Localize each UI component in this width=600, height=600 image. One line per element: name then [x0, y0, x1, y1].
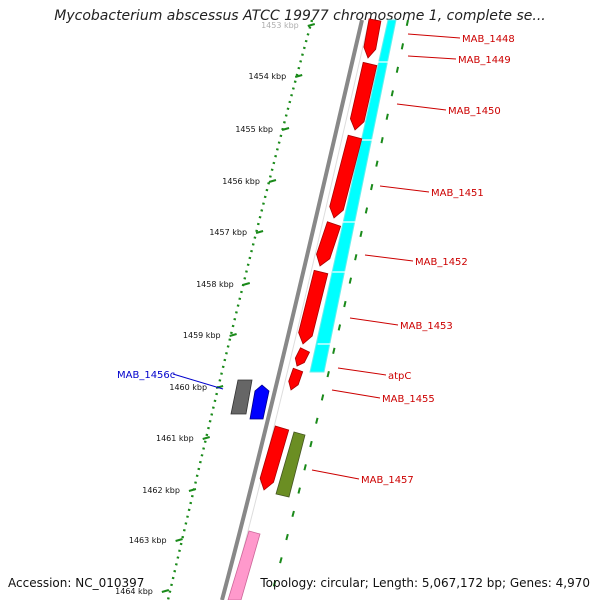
leader-line-mab-1450: [396, 103, 447, 111]
scale-tick-label: 1456 kbp: [222, 177, 260, 186]
gene-arrow-atpc[interactable]: [294, 347, 311, 367]
scale-tick-label: 1462 kbp: [142, 486, 180, 495]
scale-tick: [242, 282, 251, 286]
scale-tick: [255, 230, 264, 234]
gene-label-mab-1450[interactable]: MAB_1450: [448, 106, 501, 117]
scale-tick-label: 1464 kbp: [115, 587, 153, 596]
leader-line-mab-1451: [379, 185, 430, 193]
scale-tick: [268, 179, 277, 183]
gene-arrow-olive[interactable]: [275, 431, 306, 498]
gene-arrow-mab-1448[interactable]: [363, 18, 382, 59]
scale-tick-label: 1453 kbp: [261, 21, 299, 30]
scale-tick-label: 1461 kbp: [156, 434, 194, 443]
scale-tick-label: 1460 kbp: [169, 383, 207, 392]
gene-label-mab-1457[interactable]: MAB_1457: [361, 475, 414, 486]
gene-label-mab-1448[interactable]: MAB_1448: [462, 34, 515, 45]
scale-dotted-line: [166, 19, 314, 600]
scale-tick: [202, 436, 210, 440]
gene-label-atpc[interactable]: atpC: [388, 371, 411, 382]
scale-tick-label: 1457 kbp: [209, 228, 247, 237]
leader-line-mab-1455: [331, 389, 381, 399]
leader-line-mab-1452: [364, 254, 414, 262]
cds-track: [309, 19, 397, 373]
gene-arrow-mab-1449[interactable]: [349, 61, 378, 131]
map-title: Mycobacterium abscessus ATCC 19977 chrom…: [54, 8, 546, 24]
scale-tick-label: 1455 kbp: [235, 125, 273, 134]
scale-tick-label: 1463 kbp: [129, 536, 167, 545]
leader-line-mab-1449: [407, 55, 457, 60]
scale-tick: [281, 127, 290, 131]
gene-arrow-mab-1455[interactable]: [288, 367, 304, 391]
scale-tick: [175, 538, 183, 542]
gene-label-mab-1449[interactable]: MAB_1449: [458, 55, 511, 66]
gene-arrow-mab-1452[interactable]: [298, 269, 329, 345]
gene-label-mab-1456c[interactable]: MAB_1456c: [117, 370, 175, 381]
gene-labels: MAB_1448 MAB_1449 MAB_1450 MAB_1451 MAB_1452…: [117, 33, 515, 486]
scale-tick-label: 1459 kbp: [183, 331, 221, 340]
genome-backbone-edge: [229, 19, 370, 600]
accession-text: Accession: NC_010397: [8, 576, 145, 590]
genome-backbone: [220, 19, 364, 600]
scale-tick-label: 1458 kbp: [196, 280, 234, 289]
leader-line-mab-1456c: [172, 373, 224, 390]
gene-arrow-mab-1450[interactable]: [329, 134, 363, 219]
scale-tick: [229, 333, 237, 337]
gene-arrow-pink[interactable]: [227, 530, 261, 600]
gene-label-mab-1451[interactable]: MAB_1451: [431, 188, 484, 199]
gene-arrow-mab-1456c[interactable]: [249, 384, 270, 420]
scale-tick: [161, 589, 170, 593]
scale-tick: [294, 74, 303, 78]
leader-line-mab-1457: [311, 469, 360, 480]
scale-tick-label: 1454 kbp: [249, 72, 287, 81]
leader-line-mab-1448: [407, 33, 461, 39]
genome-summary-text: Topology: circular; Length: 5,067,172 bp…: [260, 576, 590, 590]
scale-tick: [307, 23, 316, 27]
outer-feature-track: [269, 19, 409, 600]
scale-tick: [188, 488, 197, 492]
gene-arrow-mab-1451[interactable]: [316, 221, 342, 267]
gene-arrow-mab-1457[interactable]: [259, 425, 290, 491]
leader-line-atpc: [337, 367, 387, 376]
feature-tracks: [220, 18, 409, 600]
gene-label-mab-1455[interactable]: MAB_1455: [382, 394, 435, 405]
scale-ruler: 1453 kbp 1454 kbp 1455 kbp 1456 kbp 1457 kbp…: [115, 19, 316, 600]
gene-arrow-gray[interactable]: [230, 379, 253, 415]
leader-line-mab-1453: [349, 317, 399, 326]
gene-label-mab-1452[interactable]: MAB_1452: [415, 257, 468, 268]
gene-label-mab-1453[interactable]: MAB_1453: [400, 321, 453, 332]
